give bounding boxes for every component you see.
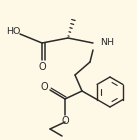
Text: O: O bbox=[38, 62, 46, 72]
Text: NH: NH bbox=[100, 38, 114, 46]
Text: O: O bbox=[61, 116, 69, 126]
Text: O: O bbox=[40, 82, 48, 92]
Text: HO: HO bbox=[6, 26, 20, 36]
